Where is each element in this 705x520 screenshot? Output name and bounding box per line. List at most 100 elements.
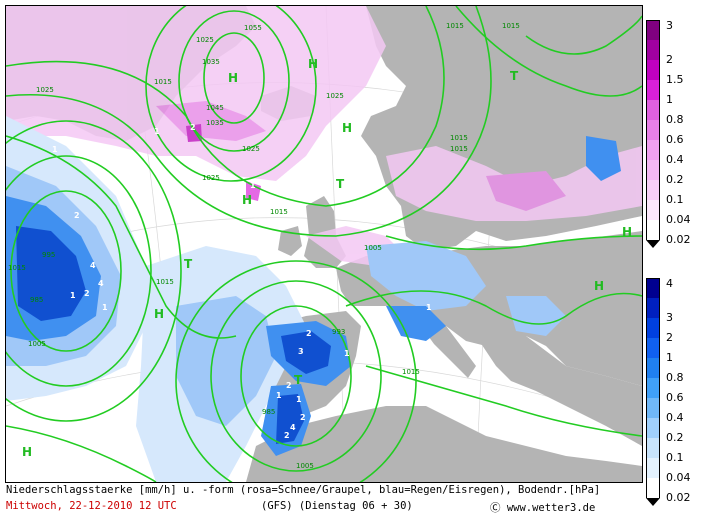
rain-legend-swatch (646, 478, 660, 498)
isobar-label: 1015 (156, 278, 174, 286)
precip-value: 1 (70, 291, 76, 300)
rain-legend-swatch (646, 378, 660, 398)
rain-legend-swatch (646, 458, 660, 478)
isobar-label: 1005 (28, 340, 46, 348)
isobar-label: 985 (30, 296, 43, 304)
snow-legend-label: 1.5 (666, 73, 684, 86)
isobar-label: 1005 (296, 462, 314, 470)
precip-value: 2 (306, 329, 312, 338)
snow-legend-swatch (646, 100, 660, 120)
isobar-label: 985 (262, 408, 275, 416)
snow-legend-label: 0.04 (666, 213, 691, 226)
isobar-label: 1015 (154, 78, 172, 86)
copyright-link[interactable]: Ⓒ www.wetter3.de (490, 502, 596, 514)
precip-value: 2 (286, 381, 292, 390)
isobar-label: 1015 (450, 145, 468, 153)
rain-legend-label: 0.4 (666, 411, 684, 424)
precip-value: 2 (284, 431, 290, 440)
snow-legend-swatch (646, 140, 660, 160)
weather-map: 1025 1035 1055 1045 1035 1015 1025 1015 … (5, 5, 643, 483)
isobars (6, 6, 642, 482)
rain-legend-swatch (646, 298, 660, 318)
chart-date-line: Mittwoch, 22-12-2010 12 UTC (GFS) (Diens… (6, 500, 640, 514)
isobar-label: 995 (42, 251, 55, 259)
chart-caption: Niederschlagsstaerke [mm/h] u. -form (ro… (6, 484, 601, 496)
rain-legend-label: 0.8 (666, 371, 684, 384)
rain-legend-label: 0.04 (666, 471, 691, 484)
snow-legend-label: 0.6 (666, 133, 684, 146)
rain-legend-swatch (646, 438, 660, 458)
rain-legend-label: 1 (666, 351, 673, 364)
map-canvas: 1025 1035 1055 1045 1035 1015 1025 1015 … (6, 6, 642, 482)
rain-legend-swatch (646, 418, 660, 438)
snow-legend-label: 0.02 (666, 233, 691, 246)
isobar-label: 1005 (364, 244, 382, 252)
isobar-label: 1015 (270, 208, 288, 216)
precip-value: 4 (98, 279, 104, 288)
isobar-label: 1035 (202, 58, 220, 66)
high-pressure-center: H (308, 57, 318, 71)
isobar-label: 1015 (8, 264, 26, 272)
rain-legend-label: 0.02 (666, 491, 691, 504)
rain-legend-label: 2 (666, 331, 673, 344)
isobar-label: 1025 (36, 86, 54, 94)
precip-value: 2 (84, 289, 90, 298)
rain-legend-arrow (646, 498, 660, 506)
ireland-land (278, 226, 302, 256)
rain-legend-swatch (646, 398, 660, 418)
high-pressure-center: H (22, 445, 32, 459)
precip-value: 1 (276, 391, 282, 400)
precip-value: 1 (344, 349, 350, 358)
snow-legend-label: 2 (666, 53, 673, 66)
snow-legend-label: 0.8 (666, 113, 684, 126)
low-pressure-center: T (510, 69, 519, 83)
snow-legend-label: 1 (666, 93, 673, 106)
snow-legend-swatch (646, 120, 660, 140)
rain-legend-swatch (646, 318, 660, 338)
rain-areas (6, 116, 621, 482)
high-pressure-center: H (342, 121, 352, 135)
isobar-label: 1025 (242, 145, 260, 153)
snow-legend-swatch (646, 200, 660, 220)
low-pressure-center: T (336, 177, 345, 191)
precip-value: 1 (250, 181, 256, 190)
snow-legend-arrow (646, 240, 660, 248)
valid-date: Mittwoch, 22-12-2010 12 UTC (6, 500, 177, 512)
high-pressure-center: H (594, 279, 604, 293)
high-pressure-center: H (228, 71, 238, 85)
precip-value: 1 (154, 127, 160, 136)
low-pressure-center: T (184, 257, 193, 271)
snow-legend-swatch (646, 180, 660, 200)
precip-value: 1 (426, 303, 432, 312)
rain-legend-label: 3 (666, 311, 673, 324)
rain-intensity-legend: 4 3 2 1 0.8 0.6 0.4 0.2 0.1 0.04 0.02 (646, 278, 700, 508)
precip-value: 4 (290, 423, 296, 432)
isobar-label: 993 (332, 328, 345, 336)
isobar-labels: 1025 1035 1055 1045 1035 1015 1025 1015 … (8, 22, 520, 470)
high-pressure-center: H (242, 193, 252, 207)
precip-value: 1 (102, 303, 108, 312)
precip-value: 1 (52, 145, 58, 154)
snow-legend-label: 0.2 (666, 173, 684, 186)
isobar-label: 1015 (402, 368, 420, 376)
snow-legend-swatch (646, 60, 660, 80)
snow-legend-swatch (646, 20, 660, 41)
snow-legend-swatch (646, 80, 660, 100)
rain-legend-label: 4 (666, 277, 673, 290)
low-pressure-center: T (294, 373, 303, 387)
snow-legend-swatch (646, 160, 660, 180)
isobar-label: 1045 (206, 104, 224, 112)
precip-value: 2 (300, 413, 306, 422)
snow-areas (6, 6, 642, 266)
snow-legend-label: 3 (666, 19, 673, 32)
balkan-land (476, 336, 642, 446)
precip-value: 2 (74, 211, 80, 220)
rain-legend-swatch (646, 358, 660, 378)
isobar-label: 1015 (502, 22, 520, 30)
isobar-label: 1015 (450, 134, 468, 142)
pressure-centers: H H T T H H T T H H H H (22, 57, 632, 459)
snow-legend-label: 0.1 (666, 193, 684, 206)
isobar-label: 1025 (196, 36, 214, 44)
snow-legend-label: 0.4 (666, 153, 684, 166)
isobar-label: 1015 (446, 22, 464, 30)
